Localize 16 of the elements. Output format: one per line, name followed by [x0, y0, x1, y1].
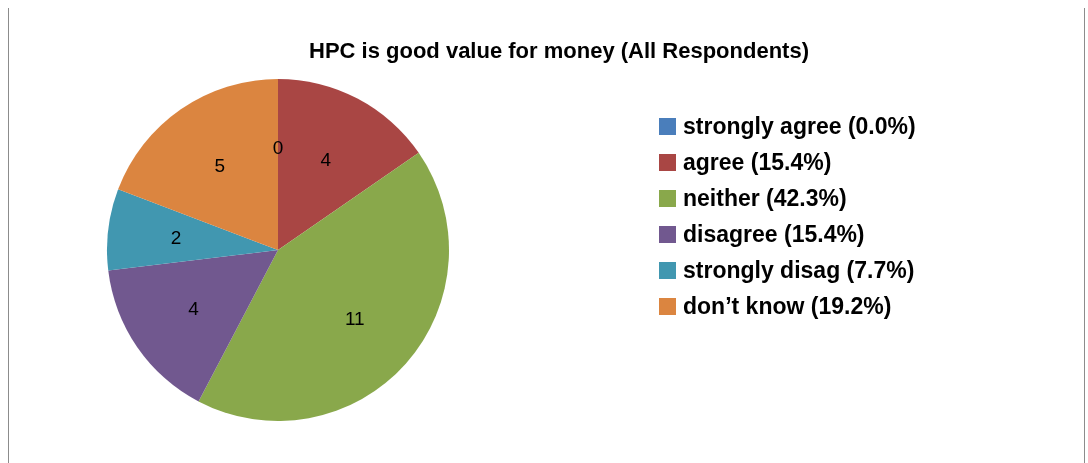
pie-slice — [107, 189, 278, 271]
legend-label: don’t know (19.2%) — [683, 292, 892, 320]
data-label: 4 — [188, 297, 200, 319]
legend-label: strongly disag (7.7%) — [683, 256, 915, 284]
legend-label: agree (15.4%) — [683, 148, 832, 176]
data-label: 4 — [320, 148, 332, 170]
chart-title: HPC is good value for money (All Respondents) — [308, 38, 810, 64]
pie-slice — [108, 250, 278, 402]
data-label: 2 — [170, 227, 182, 249]
legend-label: neither (42.3%) — [683, 184, 847, 212]
data-label: 11 — [344, 307, 365, 329]
legend-label: strongly agree (0.0%) — [683, 112, 916, 140]
data-label: 5 — [214, 155, 226, 177]
pie-slice — [198, 152, 449, 421]
text: 0 — [272, 136, 284, 158]
legend-label: disagree (15.4%) — [683, 220, 865, 248]
